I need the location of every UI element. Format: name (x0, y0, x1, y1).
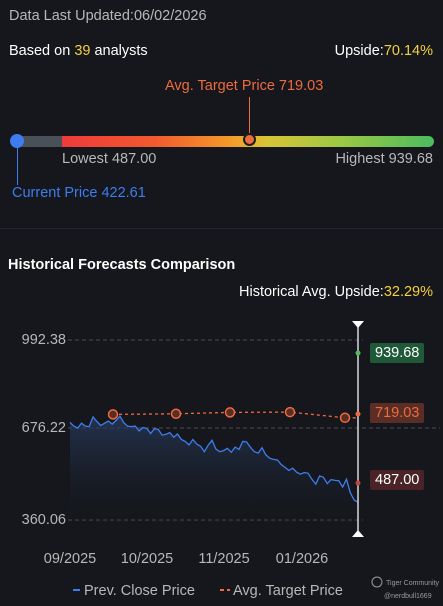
upside-value: 70.14% (383, 43, 433, 59)
historical-upside-row: Historical Avg. Upside:32.29% (239, 284, 433, 300)
target-point[interactable] (284, 406, 296, 418)
watermark-handle: @nerdbull1669 (384, 593, 432, 600)
x-tick-label: 11/2025 (198, 551, 249, 567)
based-on-prefix: Based on (9, 43, 75, 59)
target-point[interactable] (224, 407, 236, 418)
upside-row: Upside:70.14% (335, 43, 433, 59)
prev-close-line (69, 414, 359, 503)
current-connector-line (17, 147, 18, 185)
section-divider (0, 228, 443, 229)
historical-upside-value: 32.29% (383, 284, 433, 300)
analyst-count: 39 (74, 43, 91, 59)
upside-label: Upside: (334, 43, 384, 59)
target-connector-line (249, 97, 250, 135)
x-tick-label: 10/2025 (121, 551, 173, 567)
avg-target-line (112, 411, 358, 419)
last-updated-text: Data Last Updated:06/02/2026 (9, 8, 207, 24)
watermark-brand: Tiger Community (386, 580, 440, 587)
historical-upside-label: Historical Avg. Upside: (239, 284, 384, 300)
target-point[interactable] (170, 408, 182, 420)
x-tick-label: 01/2026 (276, 551, 328, 567)
lowest-price-label: Lowest 487.00 (62, 151, 157, 167)
scrubber-bottom-handle[interactable] (352, 530, 364, 537)
legend-avg-target: Avg. Target Price (233, 583, 343, 599)
target-point-marker (355, 411, 361, 417)
target-price-marker (243, 133, 256, 146)
highest-price-label: Highest 939.68 (335, 151, 433, 167)
avg-target-price-label: Avg. Target Price 719.03 (165, 78, 324, 94)
current-price-label: Current Price 422.61 (12, 185, 146, 201)
lowest-point-marker (355, 480, 361, 486)
target-point[interactable] (339, 412, 351, 424)
lowest-value-tag: 487.00 (370, 470, 425, 490)
highest-value-tag: 939.68 (370, 343, 425, 363)
price-area-fill (70, 416, 358, 520)
tiger-logo-icon (371, 576, 383, 588)
scrubber-top-handle[interactable] (352, 321, 364, 328)
comparison-title: Historical Forecasts Comparison (8, 257, 236, 273)
analyst-count-row: Based on 39 analysts (9, 43, 148, 59)
y-tick-label: 360.06 (22, 512, 66, 528)
y-tick-label: 992.38 (22, 332, 66, 348)
y-tick-label: 676.22 (22, 420, 66, 436)
range-bar-below-lowest (14, 136, 62, 147)
based-on-suffix: analysts (90, 43, 148, 59)
legend-prev-close: Prev. Close Price (84, 583, 195, 599)
target-point[interactable] (107, 409, 119, 420)
highest-point-marker (355, 350, 361, 356)
current-price-marker (10, 134, 24, 148)
target-value-tag: 719.03 (370, 403, 425, 423)
x-tick-label: 09/2025 (44, 551, 96, 567)
series-layer (69, 406, 359, 520)
